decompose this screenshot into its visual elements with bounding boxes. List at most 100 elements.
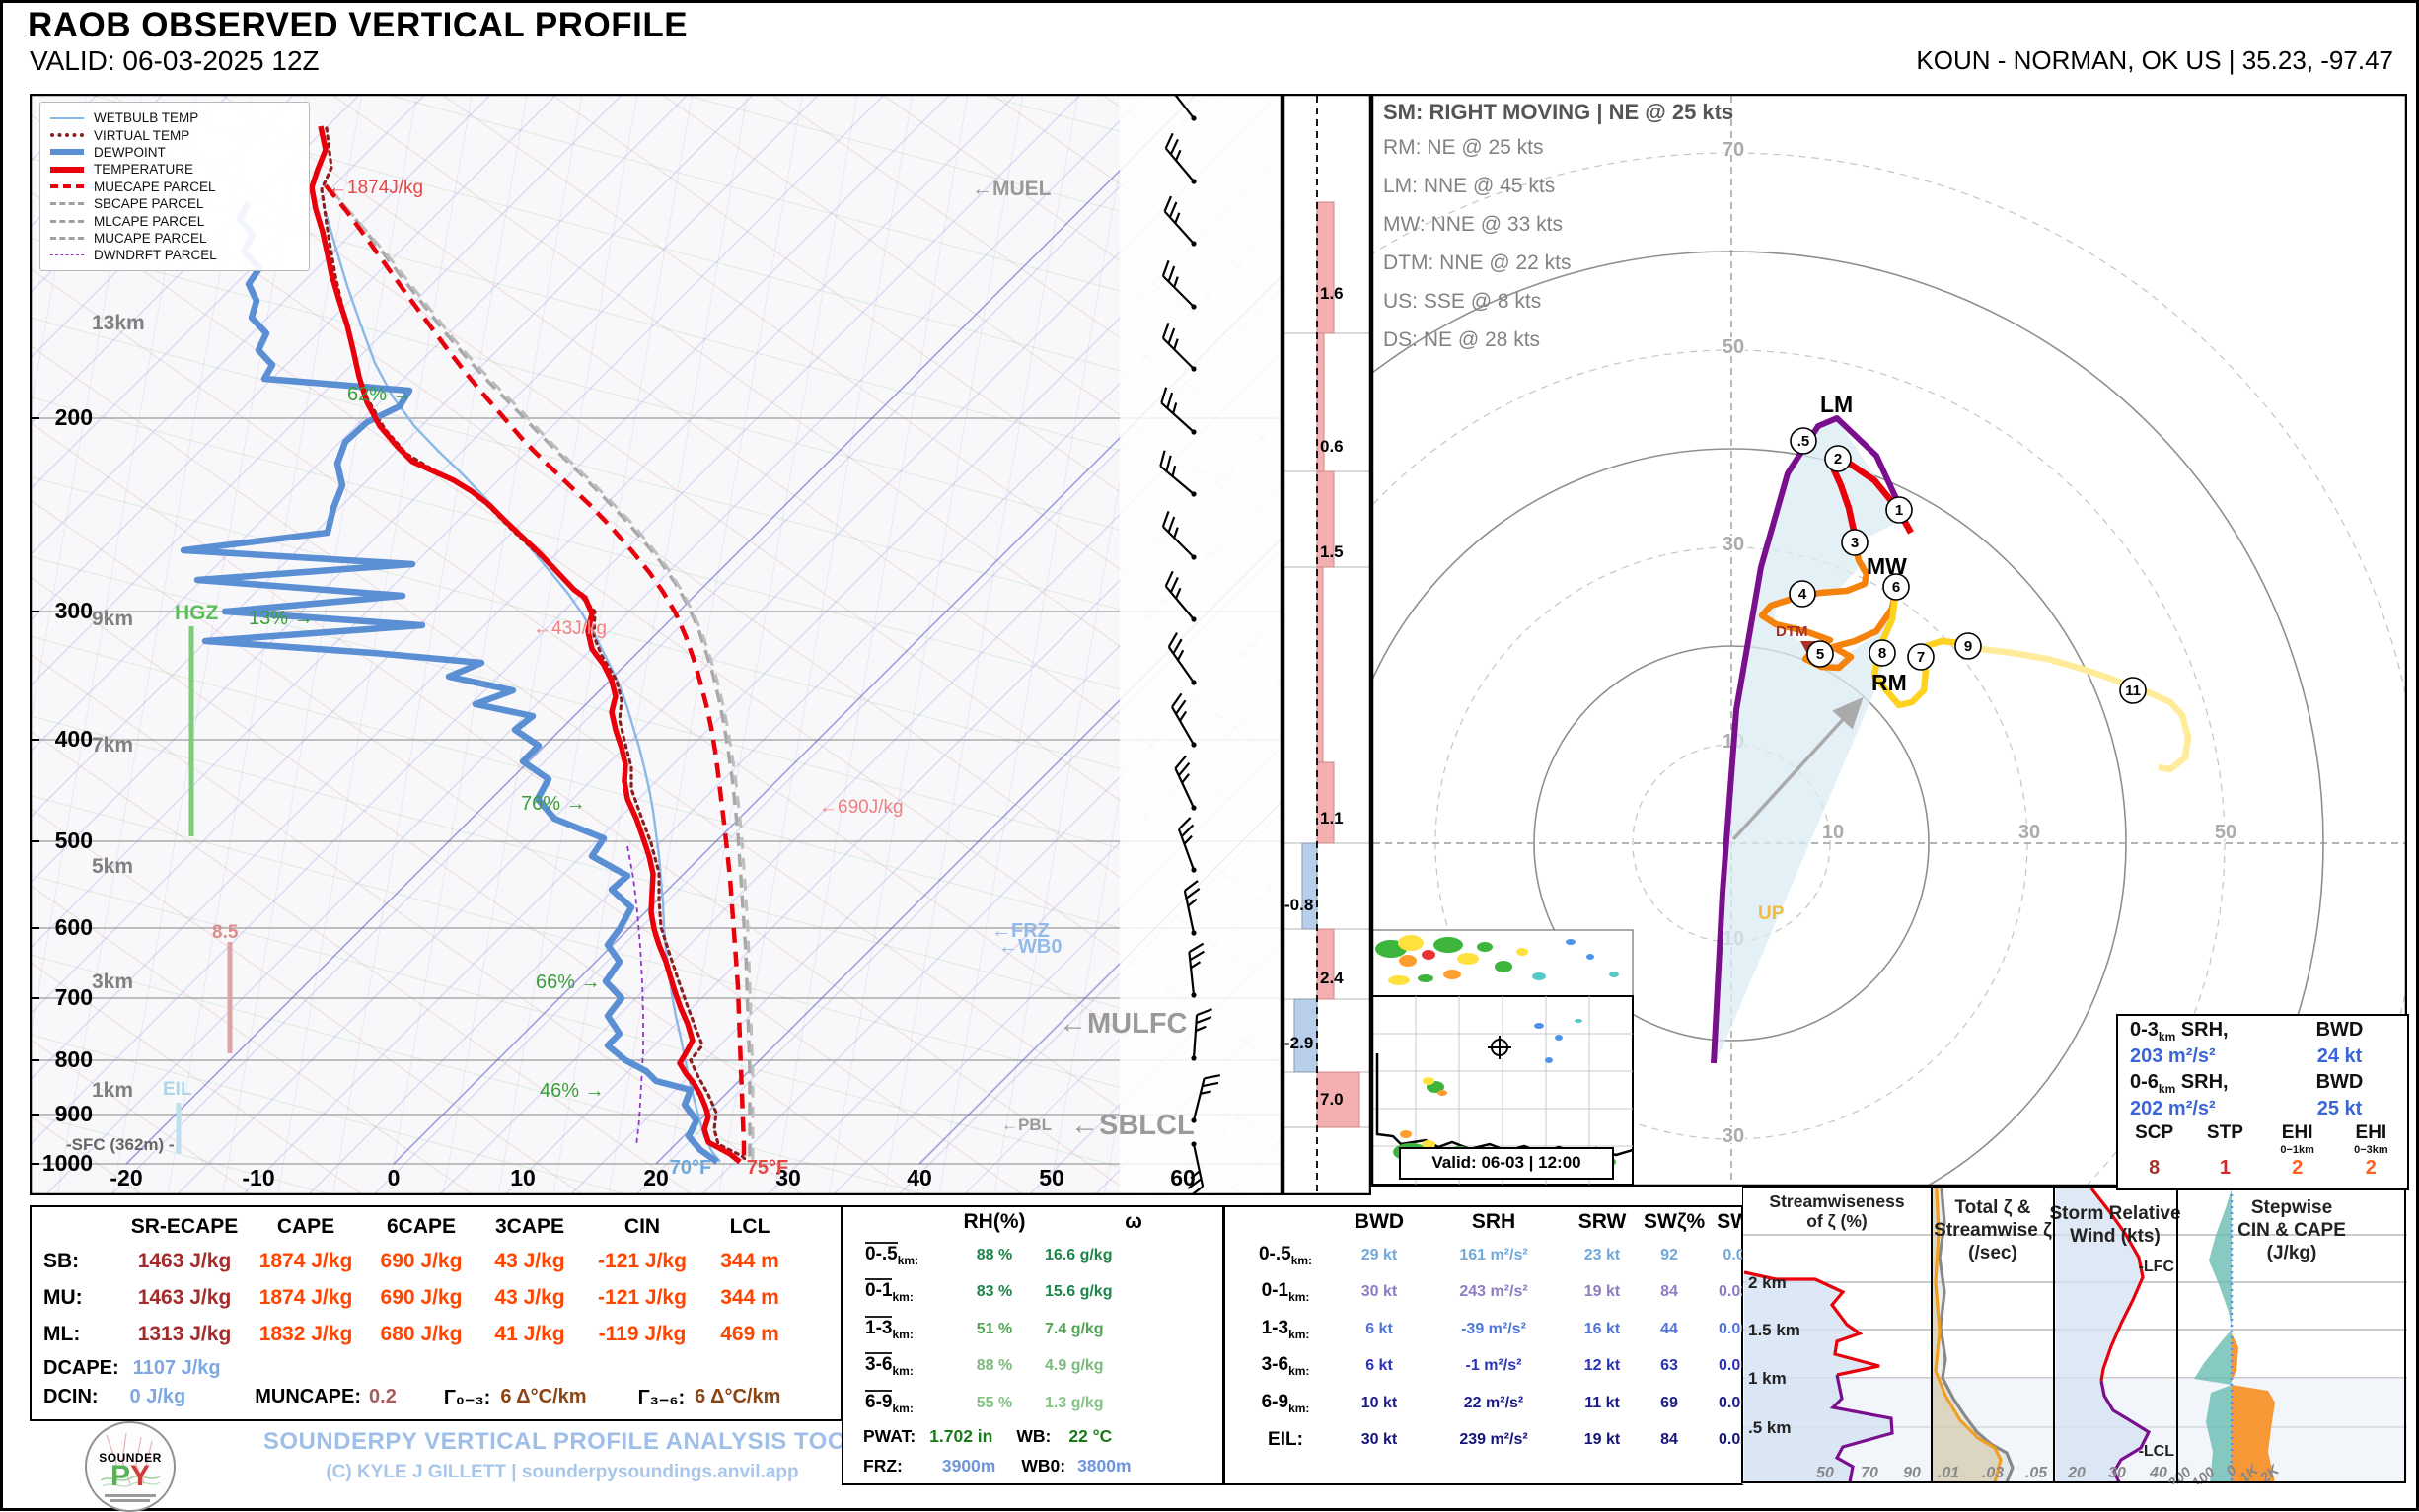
logo-sketch [100, 1432, 161, 1487]
stp-header: STP [2206, 1122, 2243, 1143]
skewt-panel: 200 300 400 500 600 700 800 900 1000 -20… [30, 94, 1283, 1195]
ring-label: 70 [1723, 139, 1744, 161]
legend-label: SBCAPE PARCEL [94, 196, 204, 212]
temperature-line-icon [50, 166, 84, 173]
thermo-header: SR-ECAPE [130, 1215, 239, 1238]
wind-barbs [1153, 96, 1221, 1193]
pressure-tick: 200 [55, 404, 93, 430]
motion-line: LM: NNE @ 45 kts [1383, 175, 1556, 197]
mini-panels: 2 km 1.5 km 1 km .5 km 50 70 90 Streamwi… [1742, 1187, 2407, 1484]
srh-area [1716, 419, 1904, 1063]
pressure-tick: 700 [55, 984, 93, 1010]
table-row: 3-6km: 6 kt -1 m²/s² 12 kt 63 0.005 [1261, 1354, 1759, 1379]
advection-border [1283, 94, 1371, 1195]
x-tick: 40 [2149, 1465, 2167, 1481]
gamma36-value: 6 Δ°C/km [695, 1386, 781, 1407]
frz-row-label: FRZ: [863, 1456, 903, 1476]
logo-py: PY [110, 1460, 151, 1492]
lm-boundary [1711, 415, 1909, 1064]
muecape-line-icon [50, 184, 84, 189]
x-tick: 70 [1861, 1465, 1878, 1481]
legend-label: WETBULB TEMP [94, 110, 199, 126]
sfc-label: -SFC (362m) - [66, 1135, 175, 1154]
lm-label: LM [1820, 392, 1853, 417]
wetbulb-line-icon [50, 116, 84, 119]
motion-line: MW: NNE @ 33 kts [1383, 213, 1563, 236]
skewt-border [30, 94, 1283, 1195]
scp-value: 8 [2149, 1157, 2161, 1179]
shear-header: SRW [1577, 1210, 1627, 1233]
table-row: ML: 1313 J/kg 1832 J/kg 680 J/kg 41 J/kg… [43, 1322, 779, 1345]
wb0-value: 3800m [1077, 1456, 1132, 1476]
pressure-tick: 600 [55, 914, 93, 940]
mlcape-parcel-curve [330, 190, 755, 1162]
wetbulb-curve [324, 211, 721, 1163]
height-label: 9km [92, 608, 133, 630]
thermo-header: CIN [623, 1215, 661, 1238]
thermo-header: 6CAPE [386, 1215, 457, 1238]
mw-label: MW [1867, 553, 1907, 579]
panel-title: Stepwise [2251, 1197, 2332, 1218]
storm-motion-arrow [1731, 696, 1864, 841]
frz-value: 3900m [941, 1456, 996, 1476]
x-tick: .01 [1938, 1465, 1959, 1481]
sbcape-line-icon [50, 202, 84, 206]
virtual-temp-curve [320, 126, 750, 1164]
panel-title: Streamwiseness [1769, 1191, 1904, 1211]
temp-tick: 50 [1039, 1165, 1064, 1190]
advection-value: 1.5 [1320, 542, 1344, 561]
hodo-marker-label: .5 [1797, 433, 1810, 450]
hodo-marker-label: 2 [1834, 451, 1842, 468]
temp-tick: 10 [510, 1165, 536, 1190]
shear-header: SWζ% [1644, 1210, 1706, 1233]
logo-caption-bar [105, 1494, 156, 1497]
level-label: 1 km [1748, 1369, 1787, 1388]
temp-tick: 40 [907, 1165, 932, 1190]
mucape-line-icon [50, 236, 84, 240]
panel-title: (/sec) [1968, 1243, 2017, 1263]
ehi3-header: EHI 0−3km [2354, 1122, 2388, 1156]
thermo-header: CAPE [276, 1215, 335, 1238]
omega-header: ω [1125, 1210, 1142, 1233]
table-row: 1-3km: 6 kt -39 m²/s² 16 kt 44 0.003 [1261, 1317, 1759, 1341]
panel-title: Total ζ & [1954, 1197, 2030, 1218]
dewpoint-line-icon [50, 149, 84, 156]
srh-0-6-value: 202 m²/s² [2130, 1098, 2216, 1119]
motion-line: DS: NE @ 28 kts [1383, 328, 1541, 351]
storm-motion-readout: SM: RIGHT MOVING | NE @ 25 kts RM: NE @ … [1383, 97, 1797, 359]
hodo-marker-label: 11 [2125, 683, 2141, 699]
wb-label: WB: [1016, 1426, 1052, 1446]
bwd-0-3-value: 24 kt [2316, 1045, 2363, 1067]
mlcape-line-icon [50, 219, 84, 223]
dwndrft-line-icon [50, 254, 84, 256]
logo-text: SOUNDER [99, 1451, 162, 1465]
virtual-temp-line-icon [50, 133, 84, 138]
pressure-tick: 400 [55, 726, 93, 752]
dcin-value: 0 J/kg [129, 1386, 186, 1407]
wb0-row-label: WB0: [1021, 1456, 1066, 1476]
hodograph-panel: 70 50 30 10 10 30 10 30 50 .5 2 1 [1371, 94, 2407, 1187]
table-row: 6-9km: 10 kt 22 m²/s² 11 kt 69 0.004 [1261, 1391, 1759, 1415]
height-label: 5km [92, 855, 133, 878]
level-label: .5 km [1748, 1418, 1791, 1437]
table-row: SB: 1463 J/kg 1874 J/kg 690 J/kg 43 J/kg… [43, 1249, 779, 1272]
height-label: 13km [92, 312, 145, 334]
surface-dewpoint-f: 70°F [670, 1157, 711, 1179]
temp-tick: 60 [1170, 1165, 1196, 1190]
motion-line: DTM: NNE @ 22 kts [1383, 252, 1572, 274]
valid-time: VALID: 06-03-2025 12Z [30, 45, 320, 76]
advection-value: 0.6 [1320, 437, 1344, 456]
shear-header: BWD [1354, 1210, 1405, 1233]
ring-label: 50 [2215, 822, 2236, 843]
panel-title: Wind (kts) [2070, 1226, 2161, 1247]
ehi1-header: EHI 0−1km [2280, 1122, 2314, 1156]
muel-label: ←MUEL [972, 178, 1052, 200]
advection-value: 2.4 [1320, 969, 1344, 987]
dgz-label: 8.5 [212, 922, 239, 943]
dcin-label: DCIN: [43, 1386, 99, 1407]
height-label: 7km [92, 734, 133, 756]
legend-label: VIRTUAL TEMP [94, 127, 190, 143]
table-row: 1-3km: 51 % 7.4 g/kg [865, 1315, 1104, 1341]
surface-temp-f: 75°F [747, 1157, 788, 1179]
shear-header: SRH [1471, 1210, 1516, 1233]
